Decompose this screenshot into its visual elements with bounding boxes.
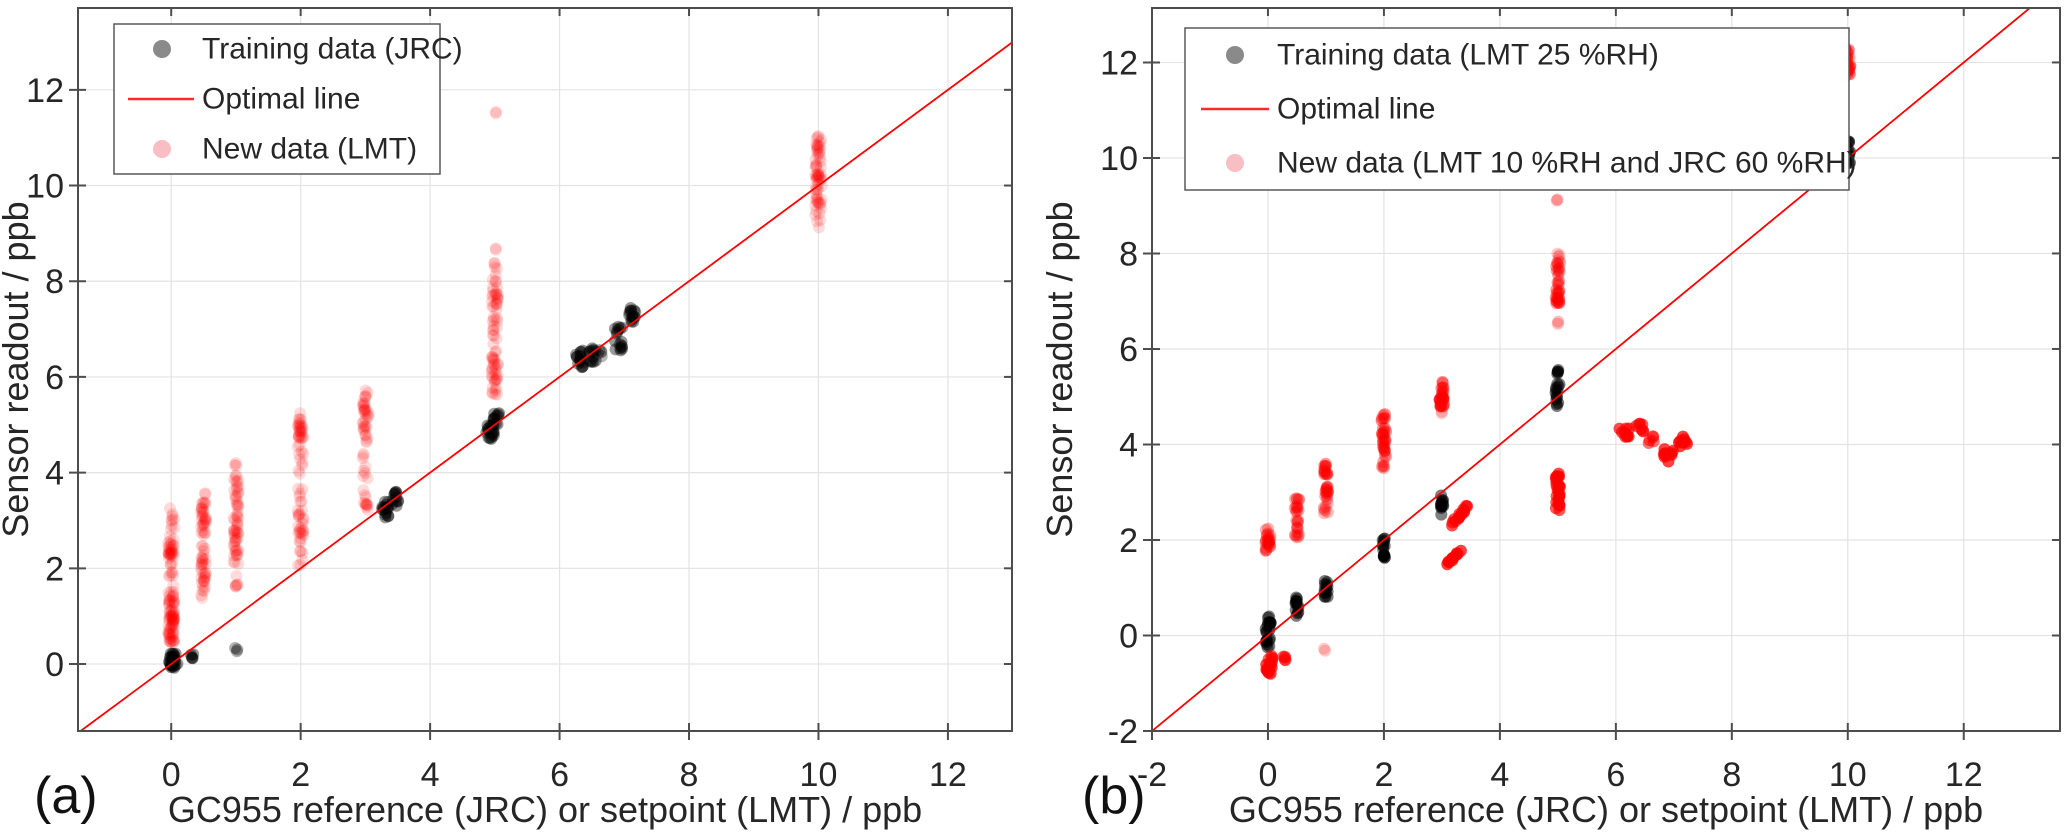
y-tick-label: 4 (1119, 426, 1138, 464)
series-points (163, 302, 642, 674)
x-tick-label: 0 (162, 756, 181, 794)
legend-dot-marker (153, 140, 171, 158)
legend-label: New data (LMT) (202, 133, 417, 166)
panel-label-b: (b) (1082, 767, 1146, 825)
x-tick-label: 6 (1606, 756, 1625, 794)
y-tick-label: 2 (45, 550, 64, 588)
axes-box: -2 0 2 4 6 8 10 12 -2 0 2 4 6 8 10 12 (1100, 7, 2061, 794)
x-axis-label: GC955 reference (JRC) or setpoint (LMT) … (168, 789, 922, 830)
optimal-line (79, 41, 1012, 731)
y-tick-label: 12 (26, 72, 64, 110)
y-axis-label: Sensor readout / ppb (1039, 201, 1080, 537)
y-tick-label: 4 (45, 455, 64, 493)
gridlines (78, 8, 1012, 731)
y-tick-label: 2 (1119, 522, 1138, 560)
legend-label: Optimal line (1277, 93, 1435, 126)
axes-box: 0 2 4 6 8 10 12 0 2 4 6 8 10 12 (26, 7, 1013, 794)
legend-label: New data (LMT 10 %RH and JRC 60 %RH) (1277, 147, 1857, 180)
y-tick-label: -2 (1108, 713, 1138, 751)
series-points (1259, 135, 1857, 654)
optimal-line (1152, 8, 2032, 731)
x-tick-label: 10 (800, 756, 838, 794)
legend-dot-marker (1226, 154, 1244, 172)
legend-dot-marker (1226, 46, 1244, 64)
x-axis-label: GC955 reference (JRC) or setpoint (LMT) … (1229, 789, 1983, 830)
legend-label: Optimal line (202, 83, 360, 116)
legend: Training data (LMT 25 %RH) Optimal line Ne… (1184, 27, 1857, 191)
x-tick-label: 12 (929, 756, 967, 794)
y-tick-label: 6 (1119, 331, 1138, 369)
y-tick-label: 0 (45, 646, 64, 684)
x-tick-label: 12 (1945, 756, 1983, 794)
legend-label: Training data (JRC) (202, 33, 463, 66)
x-tick-label: 4 (421, 756, 440, 794)
y-tick-label: 8 (45, 263, 64, 301)
x-tick-label: 8 (680, 756, 699, 794)
y-tick-label: 12 (1100, 44, 1138, 82)
x-tick-label: -2 (1137, 756, 1167, 794)
y-axis-label: Sensor readout / ppb (0, 201, 36, 537)
legend-label: Training data (LMT 25 %RH) (1277, 39, 1659, 72)
y-tick-label: 10 (1100, 140, 1138, 178)
x-tick-label: 2 (291, 756, 310, 794)
x-tick-label: 0 (1259, 756, 1278, 794)
x-tick-label: 10 (1829, 756, 1867, 794)
x-tick-label: 2 (1374, 756, 1393, 794)
legend: Training data (JRC) Optimal line New data … (113, 23, 463, 175)
y-tick-label: 10 (26, 168, 64, 206)
y-tick-label: 6 (45, 359, 64, 397)
x-tick-label: 8 (1722, 756, 1741, 794)
x-tick-label: 4 (1490, 756, 1509, 794)
series-points (162, 105, 828, 649)
y-tick-label: 8 (1119, 235, 1138, 273)
panel-label-a: (a) (34, 767, 98, 825)
legend-dot-marker (153, 40, 171, 58)
y-tick-label: 0 (1119, 617, 1138, 655)
x-tick-label: 6 (550, 756, 569, 794)
series-points (1259, 42, 1857, 680)
